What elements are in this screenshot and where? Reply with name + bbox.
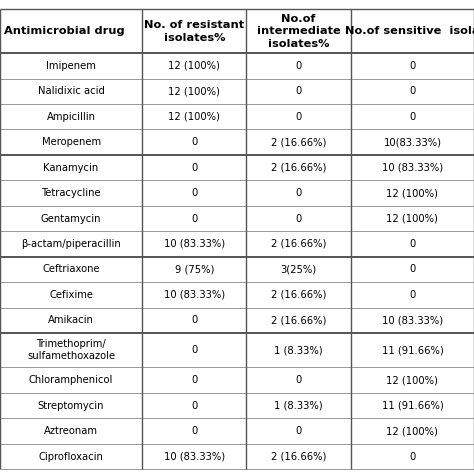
Text: Ceftriaxone: Ceftriaxone <box>42 264 100 274</box>
Bar <box>0 181 474 206</box>
Bar <box>0 129 474 155</box>
Text: 0: 0 <box>191 401 198 410</box>
Text: Nalidixic acid: Nalidixic acid <box>37 86 105 96</box>
Text: 2 (16.66%): 2 (16.66%) <box>271 315 326 325</box>
Text: 0: 0 <box>295 86 302 96</box>
Text: 12 (100%): 12 (100%) <box>168 86 220 96</box>
Text: Imipenem: Imipenem <box>46 61 96 71</box>
Text: 12 (100%): 12 (100%) <box>386 213 438 224</box>
Bar <box>0 333 474 367</box>
Text: 2 (16.66%): 2 (16.66%) <box>271 137 326 147</box>
Bar <box>0 393 474 419</box>
Bar <box>0 257 474 282</box>
Bar <box>0 419 474 444</box>
Text: 0: 0 <box>409 264 416 274</box>
Text: 0: 0 <box>191 375 198 385</box>
Text: 0: 0 <box>295 61 302 71</box>
Text: 10 (83.33%): 10 (83.33%) <box>382 315 443 325</box>
Text: 1 (8.33%): 1 (8.33%) <box>274 345 323 355</box>
Text: 0: 0 <box>295 188 302 198</box>
Text: 0: 0 <box>191 163 198 173</box>
Text: 10 (83.33%): 10 (83.33%) <box>164 452 225 462</box>
Text: Aztreonam: Aztreonam <box>44 426 98 436</box>
Bar <box>246 9 351 53</box>
Text: 0: 0 <box>409 86 416 96</box>
Text: 1 (8.33%): 1 (8.33%) <box>274 401 323 410</box>
Text: 12 (100%): 12 (100%) <box>168 61 220 71</box>
Text: No.of
intermediate
isolates%: No.of intermediate isolates% <box>257 14 340 49</box>
Text: 0: 0 <box>409 112 416 122</box>
Text: 0: 0 <box>191 213 198 224</box>
Text: No. of resistant
isolates%: No. of resistant isolates% <box>144 20 245 43</box>
Text: 12 (100%): 12 (100%) <box>386 188 438 198</box>
Text: 0: 0 <box>295 375 302 385</box>
Bar <box>0 206 474 231</box>
Bar <box>0 79 474 104</box>
Bar <box>351 9 474 53</box>
Text: Streptomycin: Streptomycin <box>38 401 104 410</box>
Text: 11 (91.66%): 11 (91.66%) <box>382 345 443 355</box>
Text: Antimicrobial drug: Antimicrobial drug <box>4 27 124 36</box>
Text: Tetracycline: Tetracycline <box>41 188 101 198</box>
Text: 12 (100%): 12 (100%) <box>386 375 438 385</box>
Text: 0: 0 <box>409 290 416 300</box>
Text: 10 (83.33%): 10 (83.33%) <box>164 290 225 300</box>
Text: Kanamycin: Kanamycin <box>44 163 99 173</box>
Text: 0: 0 <box>191 188 198 198</box>
Bar <box>0 282 474 308</box>
Bar <box>0 53 474 79</box>
Text: 0: 0 <box>191 426 198 436</box>
Bar <box>0 9 142 53</box>
Text: No.of sensitive  isola: No.of sensitive isola <box>345 27 474 36</box>
Text: 0: 0 <box>409 61 416 71</box>
Text: 0: 0 <box>191 345 198 355</box>
Text: 10 (83.33%): 10 (83.33%) <box>164 239 225 249</box>
Text: 11 (91.66%): 11 (91.66%) <box>382 401 443 410</box>
Text: Meropenem: Meropenem <box>42 137 100 147</box>
Bar <box>142 9 246 53</box>
Text: 9 (75%): 9 (75%) <box>174 264 214 274</box>
Text: 0: 0 <box>295 213 302 224</box>
Text: 0: 0 <box>409 239 416 249</box>
Text: β-actam/piperacillin: β-actam/piperacillin <box>21 239 121 249</box>
Bar <box>0 104 474 129</box>
Text: Cefixime: Cefixime <box>49 290 93 300</box>
Bar <box>0 231 474 257</box>
Text: Gentamycin: Gentamycin <box>41 213 101 224</box>
Text: 2 (16.66%): 2 (16.66%) <box>271 163 326 173</box>
Text: 10 (83.33%): 10 (83.33%) <box>382 163 443 173</box>
Text: Amikacin: Amikacin <box>48 315 94 325</box>
Text: 0: 0 <box>295 112 302 122</box>
Text: 2 (16.66%): 2 (16.66%) <box>271 290 326 300</box>
Text: 0: 0 <box>191 137 198 147</box>
Text: 12 (100%): 12 (100%) <box>386 426 438 436</box>
Text: 0: 0 <box>409 452 416 462</box>
Bar <box>0 155 474 181</box>
Bar <box>0 308 474 333</box>
Text: 0: 0 <box>191 315 198 325</box>
Bar <box>0 367 474 393</box>
Text: 12 (100%): 12 (100%) <box>168 112 220 122</box>
Text: 0: 0 <box>295 426 302 436</box>
Text: Trimethoprim/
sulfamethoxazole: Trimethoprim/ sulfamethoxazole <box>27 339 115 362</box>
Text: Ampicillin: Ampicillin <box>46 112 96 122</box>
Text: Ciprofloxacin: Ciprofloxacin <box>39 452 103 462</box>
Text: 2 (16.66%): 2 (16.66%) <box>271 452 326 462</box>
Bar <box>0 444 474 469</box>
Text: 10(83.33%): 10(83.33%) <box>383 137 441 147</box>
Text: Chloramphenicol: Chloramphenicol <box>29 375 113 385</box>
Text: 3(25%): 3(25%) <box>281 264 317 274</box>
Text: 2 (16.66%): 2 (16.66%) <box>271 239 326 249</box>
